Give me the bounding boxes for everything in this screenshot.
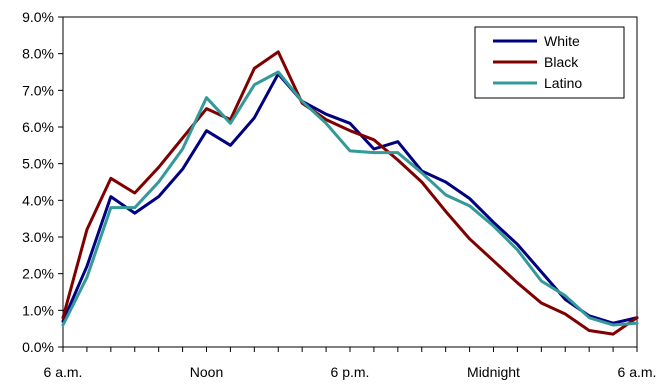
x-tick-label: Midnight xyxy=(467,364,520,380)
y-tick-label: 3.0% xyxy=(22,229,54,245)
legend: White Black Latino xyxy=(474,26,625,99)
series-line-black xyxy=(61,50,639,336)
x-tick-label: 6 p.m. xyxy=(331,364,370,380)
y-tick-label: 7.0% xyxy=(22,82,54,98)
legend-label-black: Black xyxy=(544,54,579,70)
y-tick-label: 9.0% xyxy=(22,9,54,25)
legend-label-latino: Latino xyxy=(544,75,582,91)
x-tick-label: Noon xyxy=(190,364,223,380)
y-tick-label: 1.0% xyxy=(22,302,54,318)
y-tick-label: 5.0% xyxy=(22,156,54,172)
y-tick-label: 6.0% xyxy=(22,119,54,135)
y-tick-label: 2.0% xyxy=(22,266,54,282)
legend-label-white: White xyxy=(544,33,580,49)
x-axis-ticks: 6 a.m. Noon 6 p.m. Midnight 6 a.m. xyxy=(44,347,657,380)
x-tick-label: 6 a.m. xyxy=(44,364,83,380)
plot-border xyxy=(62,16,638,348)
series-line-white xyxy=(61,72,639,325)
series-lines xyxy=(61,50,639,336)
axes xyxy=(62,16,638,348)
y-axis-ticks: 0.0% 1.0% 2.0% 3.0% 4.0% 5.0% 6.0% 7.0% 8.0% 9.0% xyxy=(22,9,63,355)
y-tick-label: 0.0% xyxy=(22,339,54,355)
y-tick-label: 4.0% xyxy=(22,192,54,208)
y-tick-label: 8.0% xyxy=(22,46,54,62)
x-tick-label: 6 a.m. xyxy=(618,364,657,380)
plot-area xyxy=(61,16,639,348)
series-line-latino xyxy=(61,70,639,327)
